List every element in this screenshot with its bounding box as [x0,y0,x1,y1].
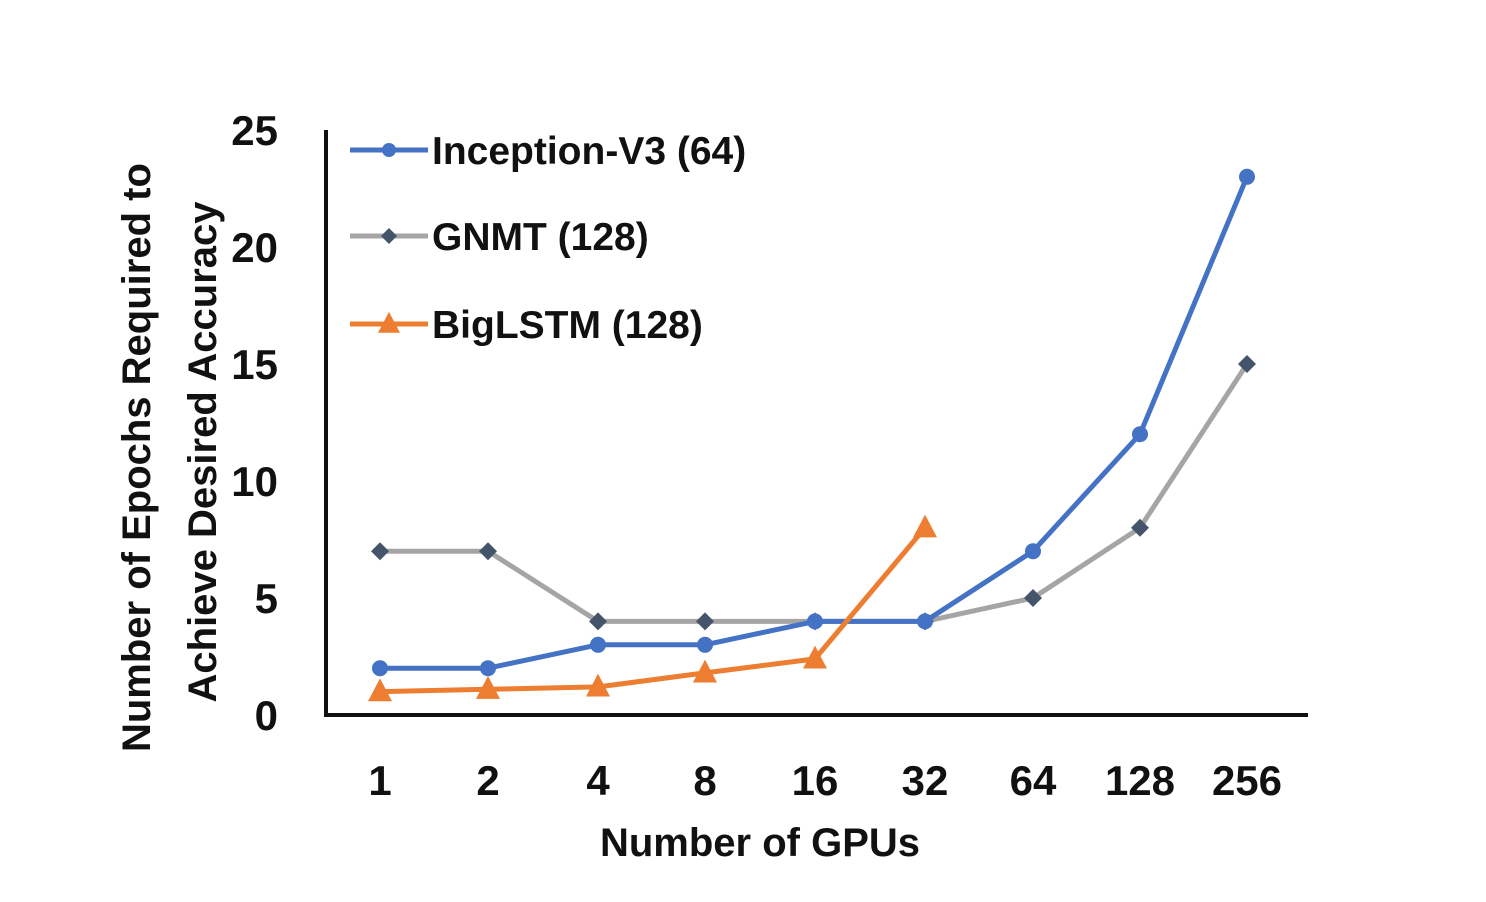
series-line [377,361,1250,624]
axes-layer [324,130,1308,717]
x-tick-label: 16 [792,757,839,804]
legend-marker [381,228,397,244]
x-tick-label: 32 [902,757,949,804]
legend-label: BigLSTM (128) [432,304,703,347]
series-inception-v3-64 [372,168,1255,677]
data-point [1131,518,1149,537]
y-axis-title-line-1: Number of Epochs Required to [115,163,159,752]
x-tick-label: 8 [693,757,716,804]
data-point [368,678,392,702]
data-point [913,514,937,538]
x-axis-title: Number of GPUs [600,821,920,865]
x-tick-label: 2 [476,757,499,804]
legend-item: GNMT (128) [350,216,649,259]
data-point [1024,589,1042,607]
data-point [1132,426,1148,443]
x-tick-label: 64 [1010,757,1057,804]
y-axis-title-line-2: Achieve Desired Accuracy [181,201,225,703]
y-tick-label: 15 [231,341,278,388]
data-point [1238,355,1256,373]
data-point [697,636,713,653]
y-tick-label: 25 [231,107,278,154]
y-axis-title: Number of Epochs Required to Achieve Des… [115,152,225,752]
series-biglstm-128 [368,514,937,702]
data-point [1025,543,1041,560]
y-tick-label: 20 [231,224,278,271]
data-point [371,542,389,561]
data-point [807,613,823,630]
y-tick-label: 10 [231,458,278,505]
data-point [589,612,607,631]
data-point [917,613,933,630]
series-gnmt-128 [371,355,1256,631]
data-point [372,660,388,677]
data-point [476,676,500,699]
legend-marker [382,143,396,157]
data-point [590,636,606,653]
series-layer [368,168,1256,702]
legend-item: Inception-V3 (64) [350,130,746,173]
y-tick-label: 5 [255,575,278,622]
data-point [1239,168,1255,185]
data-point [693,659,717,683]
x-tick-label: 1 [368,757,391,804]
y-tick-label: 0 [255,692,278,739]
legend-label: GNMT (128) [432,216,649,259]
legend-item: BigLSTM (128) [350,304,703,347]
data-point [803,645,827,669]
legend: Inception-V3 (64) GNMT (128) BigLSTM (128) [350,130,746,347]
x-tick-labels: 1 2 4 8 16 32 64 128 256 [368,757,1282,804]
data-point [480,660,496,677]
series-line [377,525,928,695]
legend-label: Inception-V3 (64) [432,130,746,173]
data-point [696,612,714,631]
x-tick-label: 128 [1105,757,1175,804]
data-point [479,542,497,561]
legend-marker [378,311,400,333]
x-tick-label: 4 [586,757,610,804]
x-tick-label: 256 [1212,757,1282,804]
y-tick-labels: 0 5 10 15 20 25 [231,107,278,739]
data-point [586,673,610,697]
